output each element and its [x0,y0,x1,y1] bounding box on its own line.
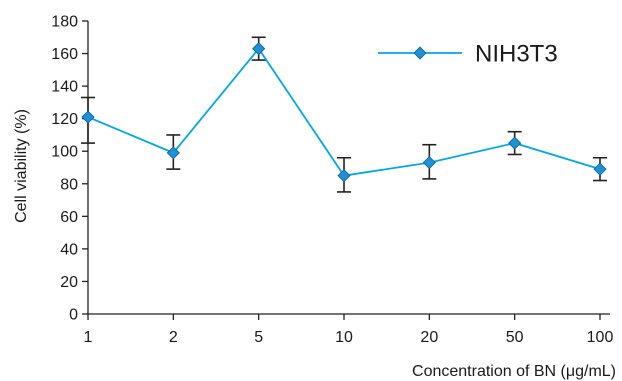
y-tick-label: 140 [51,79,78,96]
data-point [81,110,95,124]
x-tick-label: 50 [506,329,524,346]
x-tick-label: 10 [335,329,353,346]
series [81,36,607,193]
y-tick-label: 120 [51,111,78,128]
y-axis-title: Cell viability (%) [13,109,30,223]
x-tick-label: 1 [84,329,93,346]
x-tick-label: 100 [587,329,614,346]
data-point [252,42,266,56]
y-tick-label: 160 [51,46,78,63]
legend: NIH3T3 [378,41,558,68]
axes: 0 20 40 60 80 100 120 140 160 180 1 2 5 10 20 50 100 [51,14,613,347]
x-axis-title: Concentration of BN (μg/mL) [412,363,616,380]
legend-label: NIH3T3 [475,41,558,68]
legend-marker [413,46,427,60]
data-point [593,162,607,176]
y-tick-label: 100 [51,144,78,161]
y-tick-label: 40 [60,241,78,258]
x-tick-label: 5 [254,329,263,346]
data-point [508,136,522,150]
data-point [337,169,351,183]
data-point [422,156,436,170]
y-tick-label: 0 [69,307,78,324]
y-tick-label: 20 [60,274,78,291]
x-tick-label: 20 [420,329,438,346]
x-tick-label: 2 [169,329,178,346]
series-line [87,47,601,177]
y-tick-label: 80 [60,176,78,193]
data-point [166,146,180,160]
y-tick-label: 180 [51,14,78,31]
y-tick-label: 60 [60,209,78,226]
